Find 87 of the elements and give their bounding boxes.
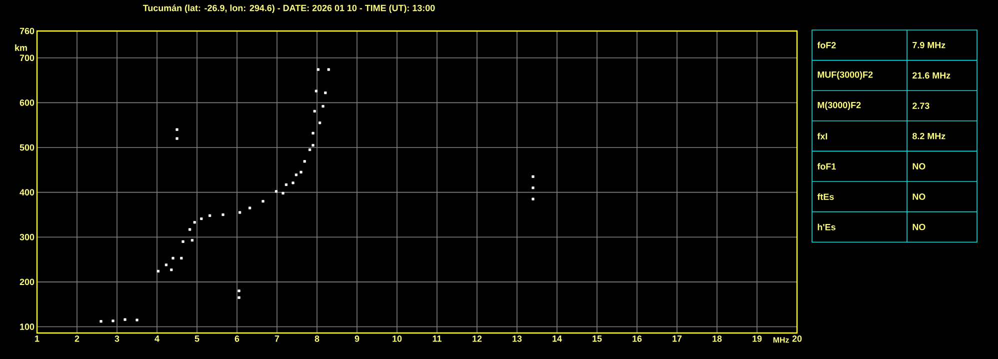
- y-tick-label: 100: [20, 324, 34, 330]
- point: [324, 92, 327, 94]
- text: ftEs: [817, 193, 834, 200]
- point: [284, 183, 288, 186]
- y-tick-label: 300: [20, 234, 34, 240]
- x-tick-label: 10: [392, 336, 402, 342]
- text: foF2: [817, 42, 836, 48]
- point: [190, 238, 194, 242]
- x-tick-label: 11: [432, 336, 442, 342]
- point: [136, 318, 138, 322]
- point: [532, 186, 534, 190]
- point: [313, 110, 316, 112]
- point: [156, 270, 160, 272]
- point: [300, 170, 302, 174]
- point: [318, 122, 322, 124]
- text: NO: [912, 224, 926, 230]
- point: [188, 228, 192, 231]
- text: 21.6 MHz: [912, 72, 950, 79]
- point: [314, 90, 318, 92]
- point: [262, 200, 264, 203]
- y-tick-label: 500: [20, 144, 34, 151]
- point: [208, 214, 212, 217]
- x-tick-label: 9: [354, 336, 360, 342]
- point: [292, 182, 294, 184]
- point: [322, 104, 324, 108]
- y-axis-title: km: [15, 44, 27, 51]
- x-tick-label: 13: [512, 336, 522, 342]
- point: [312, 132, 314, 134]
- point: [170, 268, 173, 272]
- point: [238, 211, 242, 214]
- x-tick-label: 14: [552, 336, 562, 342]
- x-tick-label: 8: [314, 336, 320, 342]
- point: [238, 290, 240, 292]
- x-tick-label: 2: [74, 336, 80, 342]
- point: [532, 198, 534, 200]
- x-tick-label: 6: [234, 336, 240, 342]
- point: [303, 160, 306, 163]
- point: [180, 256, 183, 260]
- y-tick-label: 400: [20, 189, 34, 196]
- x-tick-label: 4: [154, 336, 160, 342]
- text: 8.2 MHz: [912, 132, 946, 140]
- point: [312, 144, 314, 147]
- x-tick-label: 18: [712, 336, 722, 342]
- x-tick-label: 15: [592, 336, 602, 342]
- chart-title: Tucumán (lat: -26.9, lon: 294.6) - DATE: 2026 01 10 - TIME (UT): 13:00: [142, 4, 435, 13]
- text: MUF(3000)F2: [818, 71, 873, 80]
- text: M(3000)F2: [818, 102, 861, 110]
- point: [316, 68, 320, 71]
- x-tick-label: 19: [752, 336, 762, 342]
- x-tick-label: 1: [35, 336, 40, 342]
- x-tick-label: 12: [472, 336, 482, 342]
- point: [112, 320, 114, 322]
- point: [176, 137, 178, 140]
- point: [176, 128, 178, 131]
- point: [164, 264, 168, 266]
- point: [308, 148, 312, 152]
- y-tick-label: 760: [20, 28, 34, 34]
- point: [532, 175, 534, 178]
- x-tick-label: 17: [672, 336, 682, 342]
- point: [282, 192, 284, 194]
- point: [193, 221, 196, 224]
- point: [222, 213, 224, 216]
- text: h'Es: [818, 224, 836, 230]
- point: [182, 240, 184, 243]
- x-tick-label: 3: [114, 336, 120, 342]
- point: [124, 318, 126, 321]
- point: [238, 296, 240, 299]
- text: 2.73: [912, 102, 930, 109]
- text: 7.9 MHz: [912, 42, 946, 48]
- point: [200, 217, 203, 220]
- y-tick-label: 600: [20, 100, 34, 106]
- x-tick-label: 20: [792, 336, 802, 342]
- text: NO: [912, 194, 926, 200]
- point: [327, 68, 330, 71]
- text: NO: [912, 163, 926, 170]
- point: [100, 320, 102, 323]
- point: [274, 190, 278, 193]
- point: [248, 206, 252, 210]
- y-tick-label: 700: [20, 54, 34, 62]
- y-tick-label: 200: [20, 278, 34, 286]
- x-tick-label: 16: [632, 336, 642, 342]
- x-tick-label: 5: [194, 336, 200, 342]
- point: [172, 256, 174, 260]
- text: foF1: [817, 163, 836, 170]
- x-tick-label: 7: [274, 336, 280, 342]
- point: [294, 174, 298, 176]
- text: fxI: [817, 132, 828, 140]
